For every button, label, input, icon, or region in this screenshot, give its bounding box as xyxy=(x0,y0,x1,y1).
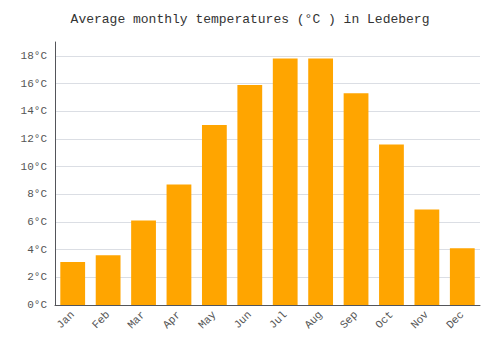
svg-text:Nov: Nov xyxy=(409,308,432,331)
svg-text:Mar: Mar xyxy=(125,309,147,331)
svg-text:Average monthly temperatures (: Average monthly temperatures (°C ) in Le… xyxy=(71,12,430,27)
svg-text:May: May xyxy=(196,308,219,331)
svg-text:0°C: 0°C xyxy=(27,299,47,311)
svg-text:Jan: Jan xyxy=(54,309,76,331)
svg-text:14°C: 14°C xyxy=(21,105,48,117)
svg-text:4°C: 4°C xyxy=(27,244,47,256)
svg-text:18°C: 18°C xyxy=(21,50,48,62)
svg-text:Sep: Sep xyxy=(338,309,360,331)
svg-text:Feb: Feb xyxy=(90,309,112,331)
svg-text:Oct: Oct xyxy=(373,309,395,331)
svg-text:Apr: Apr xyxy=(161,309,183,331)
svg-text:12°C: 12°C xyxy=(21,133,48,145)
svg-text:6°C: 6°C xyxy=(27,216,47,228)
svg-text:Aug: Aug xyxy=(302,309,324,331)
svg-text:Jun: Jun xyxy=(232,309,254,331)
svg-text:10°C: 10°C xyxy=(21,161,48,173)
svg-text:Dec: Dec xyxy=(444,309,466,331)
svg-text:Jul: Jul xyxy=(267,309,289,331)
svg-text:8°C: 8°C xyxy=(27,188,47,200)
svg-text:2°C: 2°C xyxy=(27,271,47,283)
svg-text:16°C: 16°C xyxy=(21,78,48,90)
